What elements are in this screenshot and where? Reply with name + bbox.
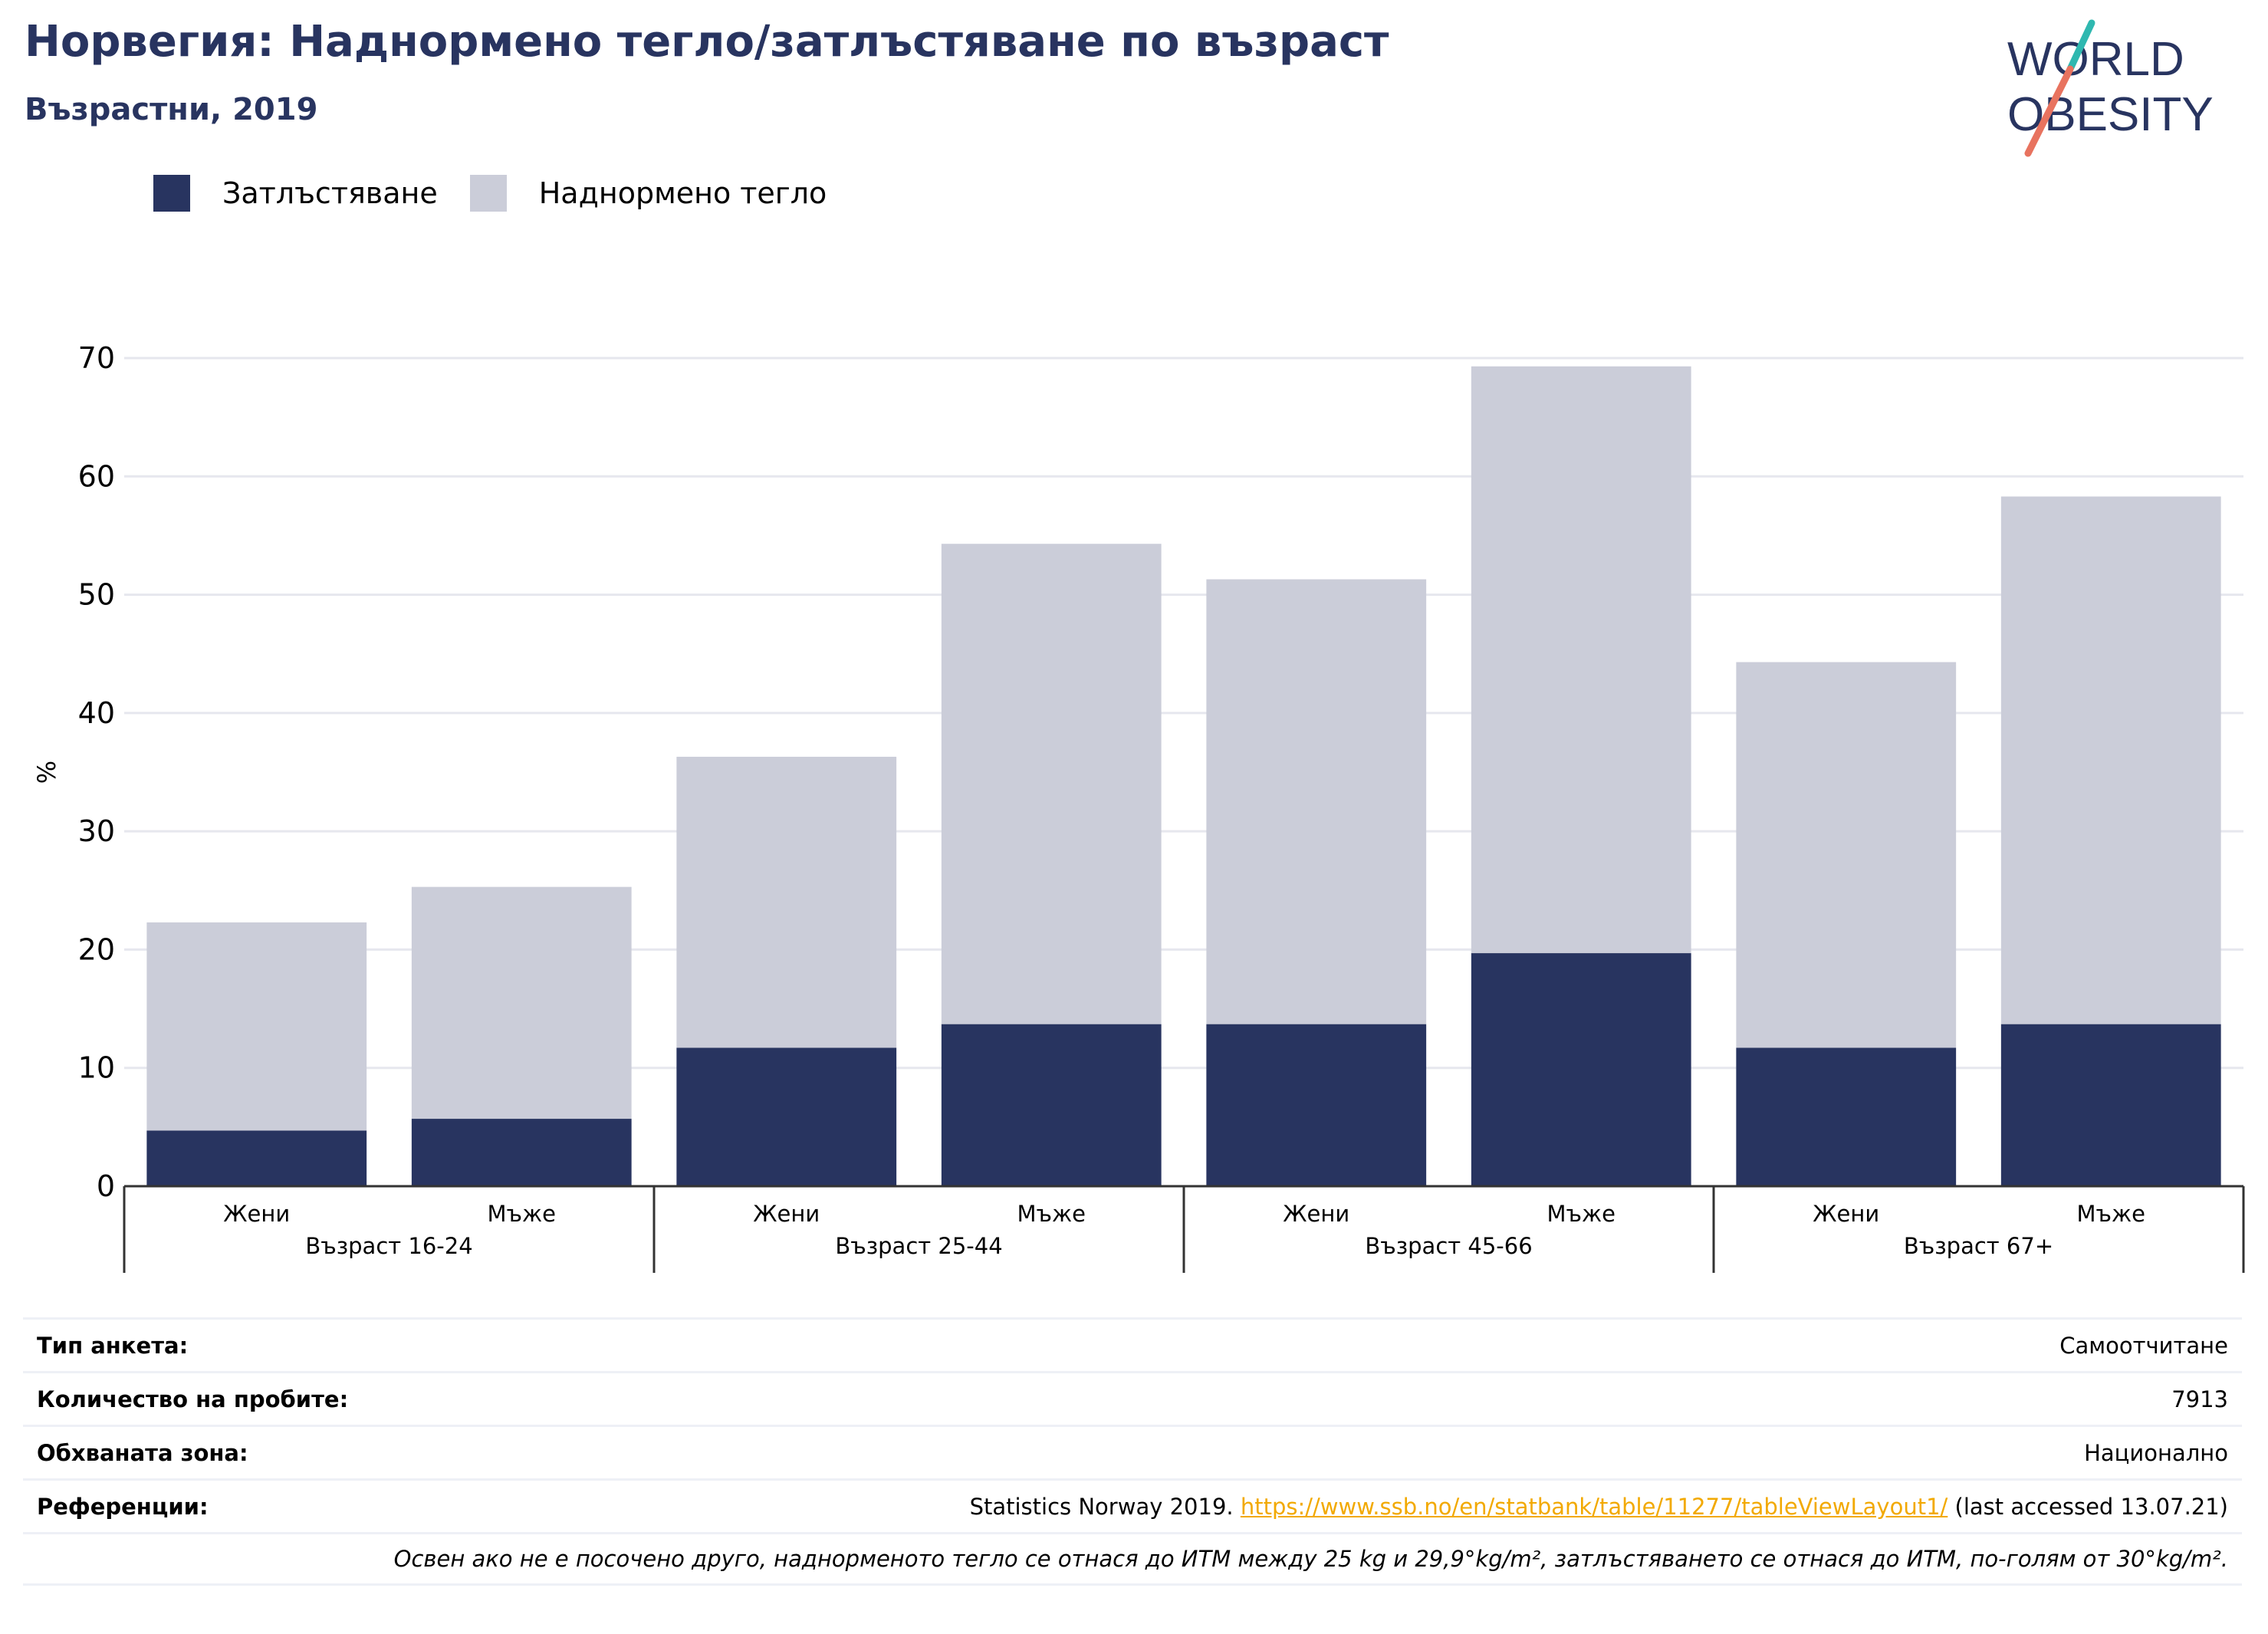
area-label: Обхваната зона: xyxy=(37,1439,248,1466)
stacked-bar-chart: 0 10 20 30 40 50 60 70% Жени Мъже Жени Мъже Жени Мъже… xyxy=(32,341,2245,1273)
info-table: Тип анкета: Самоотчитане Количество на п… xyxy=(23,1317,2242,1586)
x-tick-label: Мъже xyxy=(488,1201,556,1227)
chart-legend: Затлъстяване Наднормено тегло xyxy=(153,175,859,212)
x-tick-label: Мъже xyxy=(1547,1201,1616,1227)
y-tick-label: 30 xyxy=(78,814,115,848)
group-label: Възраст 16-24 xyxy=(305,1233,472,1259)
sample-size-value: 7913 xyxy=(2171,1386,2228,1412)
bar-overweight xyxy=(2000,496,2221,1024)
bar-obesity xyxy=(676,1047,897,1186)
info-row-sample-size: Количество на пробите: 7913 xyxy=(23,1371,2242,1425)
y-tick-label: 10 xyxy=(78,1051,115,1085)
survey-type-value: Самоотчитане xyxy=(2059,1332,2228,1359)
y-tick-label: 50 xyxy=(78,578,115,612)
legend-swatch-overweight xyxy=(469,175,507,212)
bar-obesity xyxy=(1736,1047,1957,1186)
info-row-references: Референции: Statistics Norway 2019. http… xyxy=(23,1478,2242,1532)
bar-overweight xyxy=(1206,579,1427,1024)
bar-obesity xyxy=(411,1119,632,1186)
info-row-note: Освен ако не е посочено друго, наднормен… xyxy=(23,1532,2242,1586)
legend-swatch-obesity xyxy=(153,175,190,212)
x-tick-label: Жени xyxy=(1813,1201,1879,1227)
bar-obesity xyxy=(2000,1024,2221,1186)
bar-obesity xyxy=(1471,953,1691,1186)
bar-obesity xyxy=(941,1024,1162,1186)
bar-overweight xyxy=(1471,366,1691,954)
svg-text:WORLD: WORLD xyxy=(2007,33,2184,86)
reference-link[interactable]: https://www.ssb.no/en/statbank/table/112… xyxy=(1240,1493,1948,1520)
area-value: Национално xyxy=(2084,1439,2228,1466)
sample-size-label: Количество на пробите: xyxy=(37,1386,349,1412)
bar-obesity xyxy=(1206,1024,1427,1186)
survey-type-label: Тип анкета: xyxy=(37,1332,189,1359)
definition-note: Освен ако не е посочено друго, наднормен… xyxy=(393,1546,2228,1572)
chart-title: Норвегия: Наднормено тегло/затлъстяване … xyxy=(25,17,1389,67)
y-axis-label: % xyxy=(32,761,61,784)
bar-overweight xyxy=(676,756,897,1048)
references-value: Statistics Norway 2019. https://www.ssb.… xyxy=(970,1494,2228,1520)
x-tick-label: Жени xyxy=(223,1201,290,1227)
bar-overweight xyxy=(146,922,367,1131)
info-row-survey-type: Тип анкета: Самоотчитане xyxy=(23,1317,2242,1371)
world-obesity-logo: WORLD OBESITY xyxy=(2007,19,2214,157)
bar-obesity xyxy=(146,1130,367,1186)
y-tick-label: 40 xyxy=(78,696,115,730)
y-tick-label: 60 xyxy=(78,459,115,493)
group-label: Възраст 25-44 xyxy=(835,1233,1002,1259)
info-row-area: Обхваната зона: Национално xyxy=(23,1425,2242,1478)
bar-overweight xyxy=(1736,662,1957,1048)
bar-overweight xyxy=(411,886,632,1119)
x-tick-label: Мъже xyxy=(1017,1201,1086,1227)
legend-label-overweight: Наднормено тегло xyxy=(538,176,827,210)
legend-label-obesity: Затлъстяване xyxy=(222,176,438,210)
references-label: Референции: xyxy=(37,1493,209,1520)
y-tick-label: 20 xyxy=(78,932,115,966)
reference-source: Statistics Norway 2019. xyxy=(969,1493,1234,1520)
x-tick-label: Мъже xyxy=(2077,1201,2145,1227)
y-tick-label: 0 xyxy=(97,1169,115,1203)
reference-accessed: (last accessed 13.07.21) xyxy=(1954,1493,2228,1520)
chart-subtitle: Възрастни, 2019 xyxy=(25,92,318,127)
bar-overweight xyxy=(941,544,1162,1024)
group-label: Възраст 45-66 xyxy=(1365,1233,1532,1259)
y-tick-label: 70 xyxy=(78,341,115,375)
x-tick-label: Жени xyxy=(1283,1201,1349,1227)
x-tick-label: Жени xyxy=(753,1201,820,1227)
group-label: Възраст 67+ xyxy=(1904,1233,2053,1259)
